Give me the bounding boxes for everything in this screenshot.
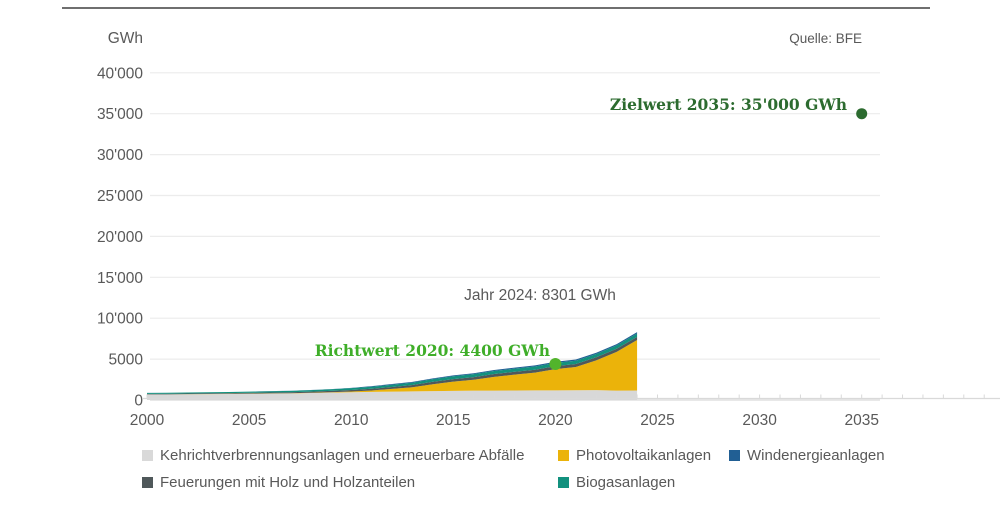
legend-swatch-kehricht: [142, 449, 153, 461]
legend-item-photovoltaik: Photovoltaikanlagen: [558, 446, 712, 464]
y-tick-label: 15'000: [97, 270, 143, 287]
legend-item-wind: Windenergieanlagen: [729, 446, 885, 464]
y-axis-unit-label: GWh: [107, 30, 143, 47]
legend-item-kehricht: Kehrichtverbrennungsanlagen und erneuerb…: [142, 446, 525, 464]
x-tick-label: 2000: [130, 412, 165, 429]
y-tick-label: 10'000: [97, 311, 143, 328]
y-tick-label: 20'000: [97, 229, 143, 246]
y-tick-label: 30'000: [97, 147, 143, 164]
area-series: [147, 340, 638, 395]
legend-label-biogas: Biogasanlagen: [576, 473, 676, 491]
top-divider: [62, 7, 930, 9]
legend-label-wind: Windenergieanlagen: [747, 446, 885, 464]
y-tick-label: 5000: [109, 352, 144, 369]
legend-swatch-holz: [142, 476, 153, 488]
legend-label-kehricht: Kehrichtverbrennungsanlagen und erneuerb…: [160, 446, 525, 464]
legend-swatch-biogas: [558, 476, 569, 488]
x-tick-label: 2015: [436, 412, 470, 429]
x-tick-label: 2020: [538, 412, 573, 429]
legend-label-holz: Feuerungen mit Holz und Holzanteilen: [160, 473, 416, 491]
legend-label-photovoltaik: Photovoltaikanlagen: [576, 446, 712, 464]
annotation-richtwert-2020: Richtwert 2020: 4400 GWh: [314, 341, 550, 360]
y-tick-label: 40'000: [97, 65, 143, 82]
legend-swatch-photovoltaik: [558, 449, 569, 461]
legend-item-biogas: Biogasanlagen: [558, 473, 676, 491]
source-note: Quelle: BFE: [789, 31, 862, 46]
y-tick-label: 35'000: [97, 106, 143, 123]
annotation-zielwert-2035: Zielwert 2035: 35'000 GWh: [609, 95, 847, 114]
x-tick-label: 2025: [640, 412, 674, 429]
x-tick-label: 2030: [742, 412, 777, 429]
legend-item-holz: Feuerungen mit Holz und Holzanteilen: [142, 473, 416, 491]
x-tick-label: 2005: [232, 412, 266, 429]
y-tick-label: 0: [134, 393, 143, 410]
annotation-current-year: Jahr 2024: 8301 GWh: [464, 287, 616, 304]
target-dot-2020: [549, 358, 562, 371]
target-dot-2035: [856, 108, 868, 120]
x-tick-label: 2035: [844, 412, 878, 429]
x-tick-label: 2010: [334, 412, 369, 429]
y-tick-label: 25'000: [97, 188, 143, 205]
legend-swatch-wind: [729, 449, 740, 461]
